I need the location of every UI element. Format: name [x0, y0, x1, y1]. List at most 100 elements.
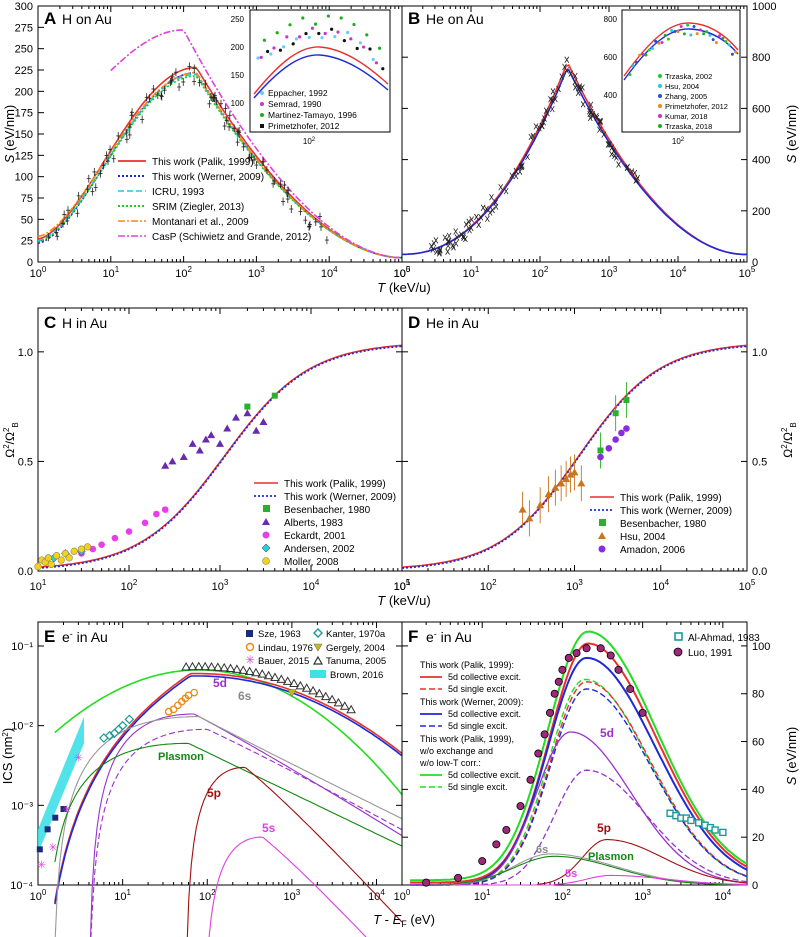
- panel-d: D He in Au 0.0 0.5 1.0 101 102 103 104 105 Ω2/…: [394, 307, 798, 593]
- inset-point: [368, 47, 372, 51]
- x-tick-exp: 4: [727, 888, 732, 897]
- panel-c-x-ticks: 101 102 103 104 105: [30, 308, 411, 593]
- inset-point: [641, 52, 645, 56]
- y-tick-label: 275: [15, 22, 33, 34]
- legend-label: Besenbacher, 1980: [284, 505, 371, 516]
- inset-point: [644, 53, 648, 57]
- y-tick-label: 100: [752, 641, 770, 653]
- data-point: [548, 95, 553, 103]
- y-tick-label: 40: [752, 784, 764, 796]
- data-point: [545, 109, 550, 117]
- legend-label: Primetzhofer, 2012: [665, 102, 728, 111]
- data-point: [616, 161, 621, 168]
- inset-point: [352, 22, 356, 27]
- data-point-tanuma: [346, 704, 356, 714]
- inset-point: [727, 43, 731, 47]
- legend-label: Amadon, 2006: [620, 545, 685, 556]
- x-tick-exp: 0: [406, 888, 411, 897]
- x-tick-label: 104: [303, 578, 320, 593]
- inset-point: [266, 49, 270, 54]
- data-point-al-ahmad: [711, 826, 719, 834]
- panel-d-title: He in Au: [426, 315, 479, 331]
- x-tick-exp: 2: [492, 578, 497, 587]
- x-tick-label: 102: [532, 265, 549, 280]
- data-point: [232, 413, 241, 421]
- data-point-lindau: [190, 688, 199, 697]
- data-point: [47, 560, 55, 569]
- data-point: [485, 215, 490, 223]
- panel-d-y-ticks: 0.0 0.5 1.0: [402, 347, 767, 578]
- inset-point: [291, 42, 295, 46]
- y-tick-label: 600: [752, 103, 770, 115]
- legend-label: This work (Palik, 1999): [620, 493, 722, 504]
- data-point-tanuma: [200, 661, 211, 671]
- data-point: [466, 218, 472, 226]
- panel-d-letter: D: [408, 313, 420, 332]
- y-tick-label: 125: [15, 150, 33, 162]
- data-point: [580, 84, 585, 91]
- panel-b-title: He on Au: [426, 11, 484, 27]
- data-point: [490, 206, 495, 214]
- x-tick-label: 102: [175, 265, 192, 280]
- data-point: [588, 108, 594, 116]
- inset-point: [374, 61, 378, 65]
- inset-point: [705, 29, 709, 33]
- inset-point: [339, 16, 343, 20]
- x-tick-label: 103: [601, 265, 618, 280]
- legend-label: Lindau, 1976: [258, 643, 313, 654]
- data-point: [437, 246, 443, 253]
- data-point-sze: [60, 805, 67, 812]
- data-point: [513, 167, 519, 175]
- x-tick-label: 105: [739, 578, 756, 593]
- x-tick-label: 104: [652, 578, 669, 593]
- legend-marker: ✳: [245, 653, 255, 667]
- inset-point: [378, 46, 382, 50]
- data-point-luo: [550, 689, 559, 698]
- data-point: [252, 426, 261, 434]
- data-point: [89, 545, 97, 553]
- x-tick-exp: 2: [211, 888, 216, 897]
- data-point: [598, 117, 603, 125]
- data-point: [461, 232, 466, 240]
- data-point: [562, 63, 567, 71]
- series-curve-red: [54, 672, 403, 902]
- legend-marker: [658, 114, 662, 118]
- data-point: [453, 228, 459, 235]
- inset-point: [320, 36, 324, 40]
- data-point-luo: [614, 665, 623, 674]
- panel-d-ylabel: Ω2/Ω2B: [780, 422, 798, 458]
- inset-point: [660, 40, 664, 44]
- legend-marker: [262, 557, 270, 565]
- data-point: [566, 470, 575, 478]
- data-point: [564, 56, 570, 63]
- inset-point: [317, 31, 321, 36]
- data-point: [480, 204, 486, 211]
- x-tick-label: 102: [554, 888, 571, 903]
- series-curve-5d-single: [90, 728, 403, 937]
- inset-point: [275, 31, 279, 35]
- panel-f-y-ticks: 0 20 40 60 80 100: [402, 641, 770, 892]
- data-point: [503, 187, 509, 195]
- data-point: [612, 436, 619, 443]
- legend-label: Hsu, 2004: [620, 532, 666, 543]
- label-plasmon: Plasmon: [588, 851, 634, 863]
- data-point: [446, 237, 451, 245]
- y-tick-label: 250: [15, 44, 33, 56]
- inset-point: [326, 14, 330, 18]
- brown-2016-band: [38, 716, 85, 854]
- data-point: [525, 153, 530, 161]
- x-tick-exp: 1: [42, 578, 47, 587]
- inset-point: [666, 37, 670, 41]
- legend-marker: [262, 518, 270, 525]
- data-point-tanuma: [225, 663, 236, 673]
- y-tick-label: 0.0: [752, 566, 767, 578]
- inset-point: [323, 31, 327, 36]
- data-point: [518, 163, 524, 170]
- data-point: [550, 88, 556, 95]
- inset-curve: [253, 46, 389, 95]
- legend-label: Semrad, 1990: [268, 99, 322, 109]
- x-tick-exp: 1: [406, 578, 411, 587]
- data-point-luo: [526, 775, 535, 784]
- data-point: [625, 163, 630, 171]
